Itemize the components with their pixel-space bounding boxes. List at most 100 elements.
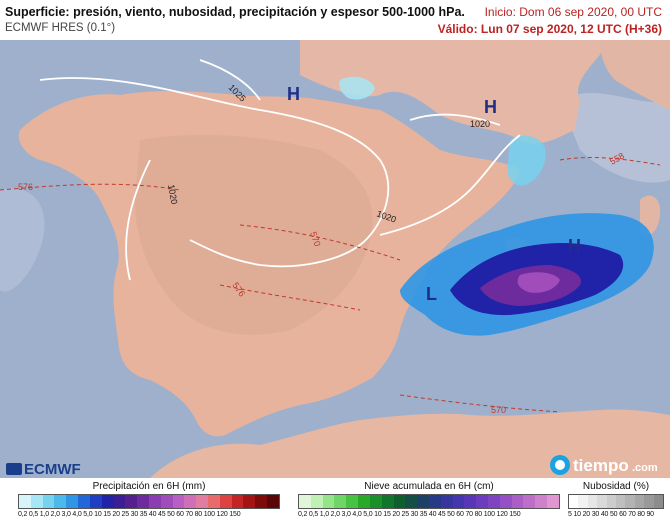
legend-swatch bbox=[334, 495, 347, 508]
legend-swatch bbox=[476, 495, 488, 508]
cloud-legend-title: Nubosidad (%) bbox=[582, 481, 650, 492]
legend-swatch bbox=[54, 495, 67, 508]
cloud-patch-northeast bbox=[560, 92, 670, 183]
precipitation-legend-ticks: 0,2 0,5 1,0 2,0 3,0 4,0 5,0 10 15 20 25 … bbox=[18, 511, 241, 518]
isobar-1020-east bbox=[379, 134, 521, 236]
legend-swatch bbox=[417, 495, 429, 508]
legend-swatch bbox=[615, 495, 626, 508]
precipitation-legend-title: Precipitación en 6H (mm) bbox=[92, 481, 206, 492]
precip-catalonia bbox=[507, 135, 546, 186]
legend-swatch bbox=[310, 495, 323, 508]
legend-swatch bbox=[644, 495, 654, 508]
legend-swatch bbox=[369, 495, 382, 508]
legend-swatch bbox=[208, 495, 220, 508]
legend-swatch bbox=[499, 495, 512, 508]
legend-swatch bbox=[535, 495, 548, 508]
legend-swatch bbox=[19, 495, 31, 508]
legend-swatch bbox=[452, 495, 465, 508]
thickness-label-576-north: 576 bbox=[18, 182, 33, 192]
legend-swatch bbox=[101, 495, 114, 508]
legend-swatch bbox=[578, 495, 588, 508]
isobar-label-1020-west: 1020 bbox=[166, 184, 179, 205]
legend-swatch bbox=[78, 495, 90, 508]
tiempo-logo: tiempo .com bbox=[548, 453, 666, 477]
legend-swatch bbox=[464, 495, 477, 508]
legend-swatch bbox=[511, 495, 524, 508]
precipitation-legend: Precipitación en 6H (mm) 0,2 0,5 1,0 2,0… bbox=[18, 481, 280, 518]
high-pressure-center-north: H bbox=[287, 84, 300, 104]
snow-legend-title: Nieve acumulada en 6H (cm) bbox=[364, 481, 494, 492]
legend-swatch bbox=[66, 495, 79, 508]
thickness-label-570-south: 570 bbox=[491, 405, 506, 415]
tiempo-logo-suffix: .com bbox=[632, 462, 658, 474]
cloud-patch-west bbox=[0, 188, 45, 292]
tiempo-logo-svg: tiempo .com bbox=[550, 455, 658, 475]
north-africa-land bbox=[150, 409, 670, 478]
legend-swatch bbox=[322, 495, 335, 508]
weather-map[interactable]: 1025 1020 1020 1020 576 570 576 570 558 … bbox=[0, 40, 670, 478]
ecmwf-logo-text: ECMWF bbox=[24, 461, 81, 478]
map-title: Superficie: presión, viento, nubosidad, … bbox=[5, 5, 465, 19]
thickness-576-north bbox=[0, 183, 181, 191]
map-header: Superficie: presión, viento, nubosidad, … bbox=[0, 0, 670, 40]
precip-pyrenees bbox=[339, 76, 375, 100]
legend-swatch bbox=[219, 495, 232, 508]
legend-swatch bbox=[125, 495, 138, 508]
legend-swatch bbox=[184, 495, 197, 508]
cloud-color-bar bbox=[568, 494, 664, 509]
legend-swatch bbox=[243, 495, 256, 508]
thickness-570-center bbox=[239, 224, 401, 261]
meseta-tint bbox=[135, 134, 373, 335]
legend-swatch bbox=[30, 495, 43, 508]
tiempo-logo-text: tiempo bbox=[573, 456, 629, 475]
cloud-legend-ticks: 5 10 20 30 40 50 60 70 80 90 bbox=[568, 511, 654, 518]
legend-swatch bbox=[172, 495, 185, 508]
init-time: Inicio: Dom 06 sep 2020, 00 UTC bbox=[484, 5, 662, 19]
legend-swatch bbox=[299, 495, 311, 508]
snow-legend: Nieve acumulada en 6H (cm) 0,2 0,5 1,0 2… bbox=[298, 481, 560, 518]
legend-swatch bbox=[587, 495, 598, 508]
legend-swatch bbox=[160, 495, 173, 508]
isobar-1020-ebro bbox=[409, 113, 501, 126]
legend-swatch bbox=[196, 495, 208, 508]
france-land bbox=[300, 40, 610, 144]
thickness-558 bbox=[559, 157, 661, 166]
legend-swatch bbox=[440, 495, 453, 508]
legend-swatch bbox=[653, 495, 663, 508]
legend-swatch bbox=[381, 495, 394, 508]
legend-swatch bbox=[267, 495, 279, 508]
legend-panel: Precipitación en 6H (mm) 0,2 0,5 1,0 2,0… bbox=[0, 478, 670, 522]
legend-swatch bbox=[89, 495, 102, 508]
legend-swatch bbox=[231, 495, 244, 508]
cloud-legend: Nubosidad (%) 5 10 20 30 40 50 60 70 80 … bbox=[568, 481, 664, 518]
legend-swatch bbox=[148, 495, 161, 508]
legend-swatch bbox=[405, 495, 418, 508]
isobar-1020-portugal bbox=[125, 159, 151, 281]
legend-swatch bbox=[625, 495, 635, 508]
legend-swatch bbox=[488, 495, 500, 508]
legend-swatch bbox=[547, 495, 559, 508]
map-canvas: 1025 1020 1020 1020 576 570 576 570 558 … bbox=[0, 40, 670, 478]
isobar-1025 bbox=[199, 59, 261, 101]
thickness-label-570-center: 570 bbox=[308, 230, 323, 248]
legend-swatch bbox=[255, 495, 268, 508]
legend-swatch bbox=[634, 495, 645, 508]
tiempo-logo-icon-inner bbox=[555, 460, 565, 470]
low-pressure-center: L bbox=[426, 284, 437, 304]
isobar-label-1020-east: 1020 bbox=[470, 119, 490, 129]
precipitation-color-bar bbox=[18, 494, 280, 509]
legend-swatch bbox=[523, 495, 536, 508]
legend-swatch bbox=[42, 495, 55, 508]
legend-swatch bbox=[428, 495, 441, 508]
valid-time: Válido: Lun 07 sep 2020, 12 UTC (H+36) bbox=[437, 22, 662, 36]
high-pressure-center-sea: H bbox=[568, 236, 581, 256]
model-label: ECMWF HRES (0.1°) bbox=[5, 22, 116, 34]
snow-color-bar bbox=[298, 494, 560, 509]
legend-swatch bbox=[137, 495, 149, 508]
high-pressure-center-east: H bbox=[484, 97, 497, 117]
legend-swatch bbox=[597, 495, 607, 508]
thickness-570-south bbox=[399, 394, 561, 413]
legend-swatch bbox=[358, 495, 370, 508]
isobar-1020-west bbox=[39, 77, 390, 268]
ecmwf-logo: ECMWF bbox=[6, 461, 81, 478]
